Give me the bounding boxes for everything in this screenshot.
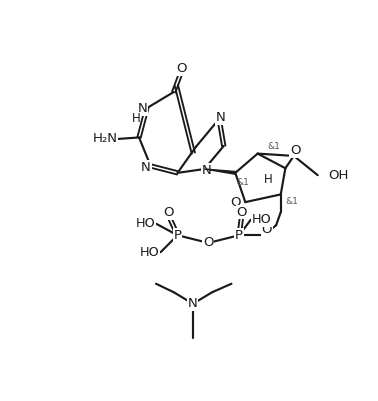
Text: N: N — [202, 164, 212, 177]
Text: N: N — [188, 297, 198, 310]
Text: OH: OH — [328, 169, 349, 182]
Text: H: H — [264, 172, 273, 186]
Text: H: H — [132, 112, 140, 125]
Text: N: N — [137, 102, 147, 115]
Text: P: P — [174, 229, 181, 242]
Text: H₂N: H₂N — [93, 132, 118, 146]
Text: HO: HO — [135, 217, 155, 230]
Text: &1: &1 — [285, 197, 298, 206]
Text: N: N — [141, 161, 151, 174]
Text: O: O — [262, 223, 272, 236]
Text: O: O — [236, 206, 247, 219]
Text: O: O — [230, 196, 240, 209]
Text: O: O — [203, 237, 214, 249]
Text: HO: HO — [140, 246, 160, 259]
Text: O: O — [163, 207, 174, 219]
Text: &1: &1 — [267, 142, 280, 151]
Text: N: N — [216, 111, 226, 124]
Text: &1: &1 — [237, 178, 250, 186]
Text: O: O — [290, 144, 301, 157]
Polygon shape — [204, 169, 235, 174]
Text: HO: HO — [252, 213, 271, 226]
Text: P: P — [235, 229, 243, 242]
Text: O: O — [176, 63, 187, 75]
